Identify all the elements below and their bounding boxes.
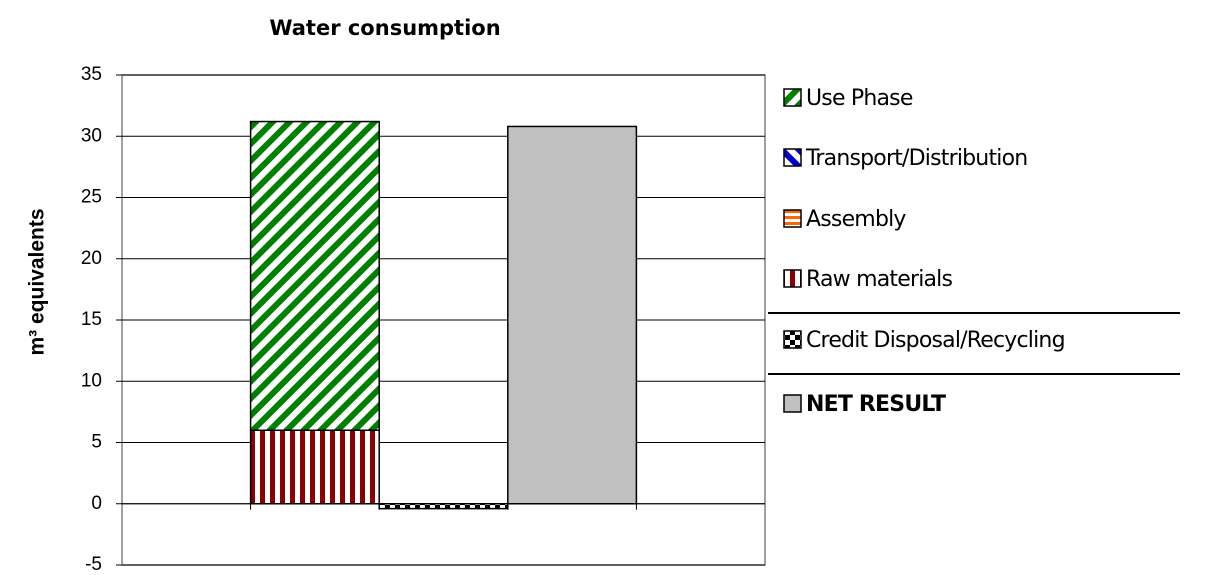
legend-swatch: [783, 330, 802, 349]
y-tick-label: 35: [81, 64, 102, 85]
bar-segment: [378, 503, 509, 510]
y-tick-label: 30: [81, 125, 102, 146]
legend-swatch: [783, 88, 802, 107]
legend-swatch: [783, 394, 802, 413]
chart-title: Water consumption: [269, 16, 500, 40]
bar-segment: [249, 120, 380, 432]
legend-label: Use Phase: [806, 86, 913, 111]
legend-swatch: [783, 148, 802, 167]
legend-label: Credit Disposal/Recycling: [806, 328, 1065, 353]
y-tick-label: 20: [81, 248, 102, 269]
legend-label: Assembly: [806, 207, 906, 232]
y-tick-label: -5: [85, 554, 102, 575]
legend-swatch: [783, 209, 802, 228]
y-axis-label: m³ equivalents: [26, 208, 49, 355]
y-tick-label: 0: [91, 493, 102, 514]
legend-label: Raw materials: [806, 267, 952, 292]
legend-swatch: [783, 269, 802, 288]
y-tick-label: 5: [91, 432, 102, 453]
y-tick-label: 25: [81, 187, 102, 208]
bar-segment: [507, 125, 638, 505]
bar-segment: [249, 429, 380, 505]
y-tick-label: 15: [81, 309, 102, 330]
legend-label: NET RESULT: [806, 392, 946, 417]
legend-label: Transport/Distribution: [805, 146, 1027, 171]
y-tick-label: 10: [81, 370, 102, 391]
